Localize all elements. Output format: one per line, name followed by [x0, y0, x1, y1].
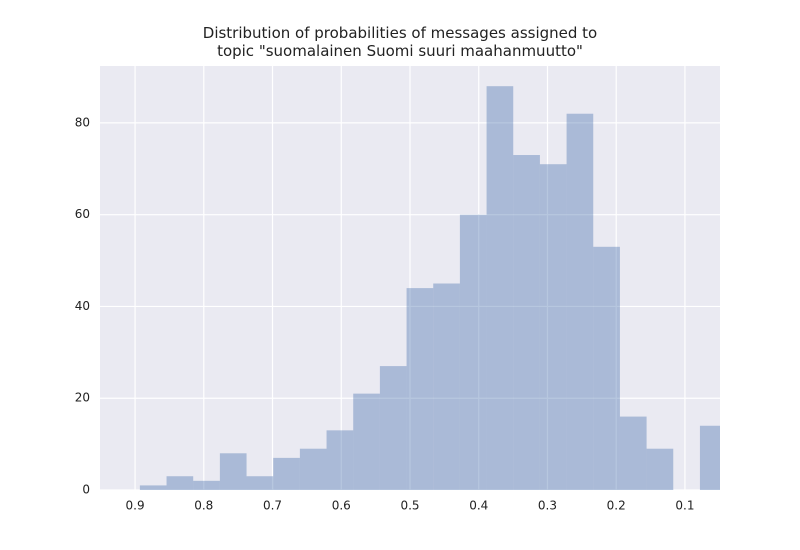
histogram-bar	[219, 453, 247, 490]
histogram-bar	[539, 164, 567, 490]
y-tick-label: 20	[75, 391, 90, 405]
histogram-bar	[566, 113, 594, 490]
grid	[100, 66, 720, 491]
histogram-bar	[299, 448, 327, 490]
histogram-bar	[193, 480, 220, 490]
tick-labels: 0 20 40 60 80 0.9 0.8 0.7 0.6 0.5 0.4 0.3 0.2 0.1	[75, 115, 695, 512]
x-tick-label: 0.7	[263, 499, 282, 513]
histogram-bar	[459, 214, 487, 490]
histogram-bar	[433, 283, 460, 490]
y-tick-label: 40	[75, 299, 90, 313]
chart-title: Distribution of probabilities of message…	[202, 24, 598, 60]
histogram-bar	[379, 366, 407, 490]
histogram-bar	[486, 86, 514, 490]
histogram-bar	[513, 155, 540, 490]
x-tick-label: 0.6	[332, 499, 351, 513]
histogram-bar	[166, 476, 194, 490]
histogram-bar	[406, 288, 434, 490]
x-tick-label: 0.1	[675, 499, 694, 513]
bars	[139, 86, 720, 490]
x-tick-label: 0.3	[538, 499, 557, 513]
histogram-bar	[593, 246, 620, 490]
histogram-bar	[699, 425, 720, 490]
histogram-bar	[646, 448, 674, 490]
y-tick-label: 60	[75, 207, 90, 221]
y-tick-label: 80	[75, 115, 90, 129]
x-tick-label: 0.4	[469, 499, 488, 513]
histogram-bar	[619, 416, 647, 490]
x-tick-label: 0.9	[126, 499, 145, 513]
x-tick-label: 0.2	[607, 499, 626, 513]
histogram-bar	[246, 476, 274, 490]
y-tick-label: 0	[82, 483, 90, 497]
histogram-bar	[139, 485, 167, 490]
histogram-bar	[326, 430, 354, 490]
histogram-bar	[353, 393, 380, 490]
x-tick-label: 0.8	[194, 499, 213, 513]
histogram-bar	[273, 457, 300, 490]
x-tick-label: 0.5	[400, 499, 419, 513]
